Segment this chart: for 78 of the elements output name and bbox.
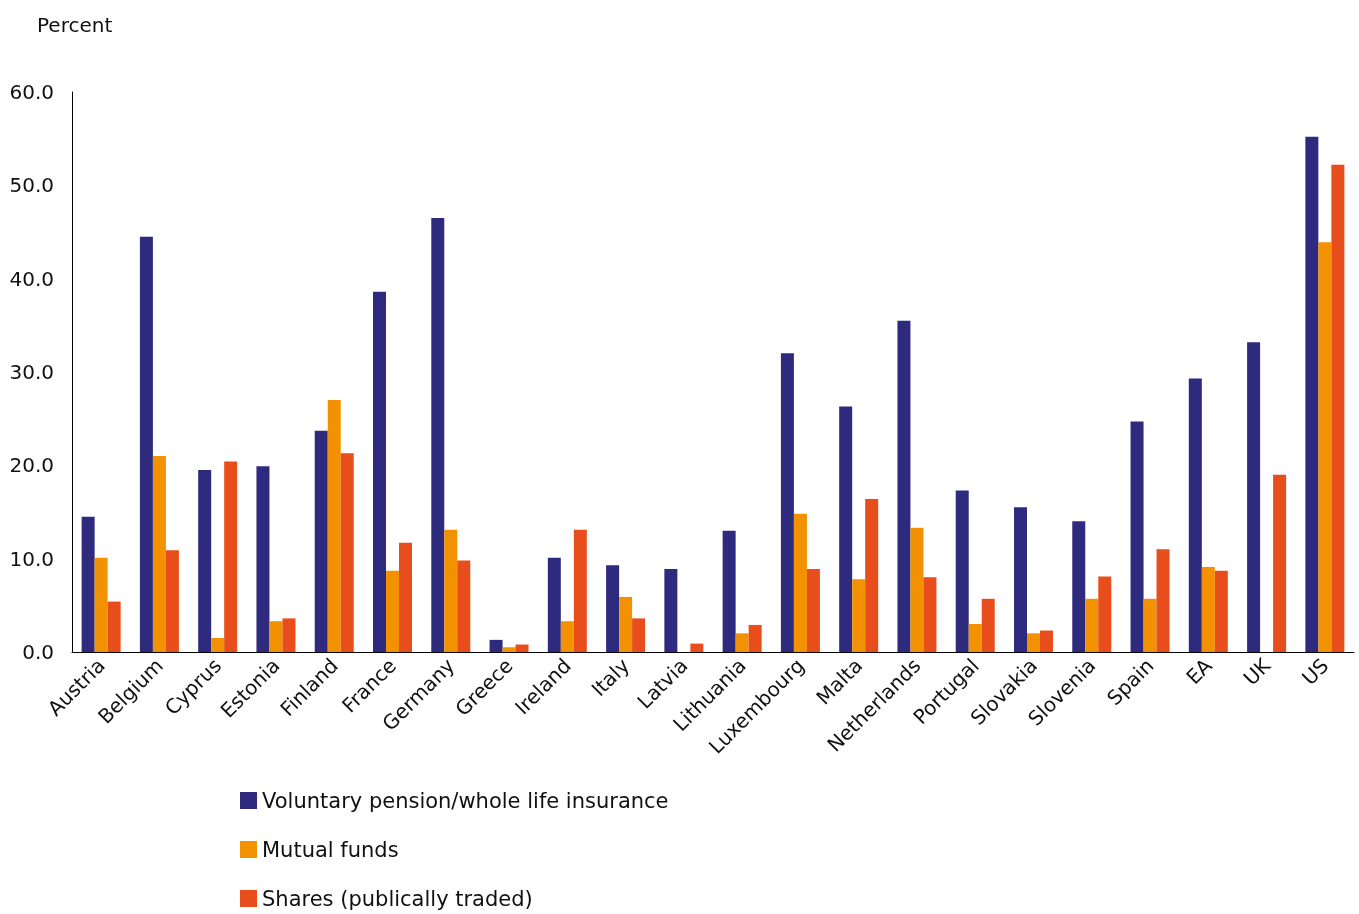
bar — [981, 598, 995, 652]
y-tick-label: 30.0 — [9, 360, 54, 384]
bar — [165, 550, 179, 652]
bar — [340, 453, 354, 652]
y-tick-label: 0.0 — [22, 640, 54, 664]
bar — [515, 644, 529, 652]
bar — [806, 568, 820, 652]
bar — [457, 560, 471, 652]
bar — [1072, 521, 1086, 652]
y-tick-label: 60.0 — [9, 80, 54, 104]
bar — [748, 624, 762, 652]
bar — [431, 218, 445, 652]
bar — [314, 430, 328, 652]
bar — [839, 406, 853, 652]
y-tick-label: 40.0 — [9, 266, 54, 291]
bar — [1085, 598, 1099, 652]
y-tick-label: 10.0 — [9, 546, 54, 571]
legend-label: Shares (publically traded) — [262, 886, 533, 911]
y-axis-title: Percent — [37, 13, 113, 37]
bar — [560, 621, 574, 652]
bar — [547, 557, 561, 652]
bar — [373, 291, 386, 652]
bar — [1156, 549, 1170, 652]
bar — [606, 565, 620, 652]
bar — [1214, 570, 1228, 652]
bar — [968, 624, 982, 652]
bar — [1040, 630, 1053, 652]
bar — [1027, 633, 1040, 652]
bar — [735, 633, 749, 652]
x-tick-label: UK — [1238, 652, 1276, 691]
bar — [282, 618, 296, 652]
bar — [923, 577, 937, 652]
bar — [489, 639, 503, 652]
bar — [386, 570, 399, 652]
y-tick-label: 50.0 — [9, 173, 54, 198]
bar — [955, 490, 969, 652]
bar — [256, 466, 270, 652]
bar — [1331, 164, 1345, 652]
bar — [152, 456, 166, 652]
bar — [910, 527, 924, 652]
bar — [619, 596, 633, 652]
bar — [690, 643, 704, 652]
legend-label: Mutual funds — [262, 837, 399, 862]
bar — [1014, 507, 1027, 652]
bar — [94, 557, 108, 652]
legend-label: Voluntary pension/whole life insurance — [262, 788, 669, 813]
bar — [897, 320, 911, 652]
bar — [1273, 474, 1287, 652]
bar — [81, 516, 95, 652]
bar — [107, 601, 121, 652]
bar — [573, 529, 587, 652]
bar — [224, 461, 238, 652]
bar — [632, 618, 646, 652]
bar — [1318, 242, 1332, 652]
x-tick-label: EA — [1181, 653, 1218, 690]
bar — [722, 530, 736, 652]
bar — [1201, 567, 1215, 652]
bar — [1305, 136, 1319, 652]
bar — [1130, 421, 1144, 652]
y-tick-label: 20.0 — [9, 453, 54, 478]
bar — [444, 529, 458, 652]
bar — [139, 236, 153, 652]
bar — [502, 647, 516, 652]
bar — [198, 470, 212, 652]
bar — [211, 638, 225, 652]
x-tick-label: US — [1297, 653, 1334, 690]
bar — [327, 400, 341, 652]
bar — [399, 542, 412, 652]
bar — [852, 579, 866, 652]
bar — [780, 353, 794, 652]
bar — [664, 568, 678, 652]
bar — [1143, 598, 1157, 652]
bar — [865, 498, 879, 652]
bar — [1098, 576, 1112, 652]
bar — [1247, 342, 1261, 652]
bar — [1188, 378, 1202, 652]
bar — [793, 513, 807, 652]
bar — [269, 621, 283, 652]
